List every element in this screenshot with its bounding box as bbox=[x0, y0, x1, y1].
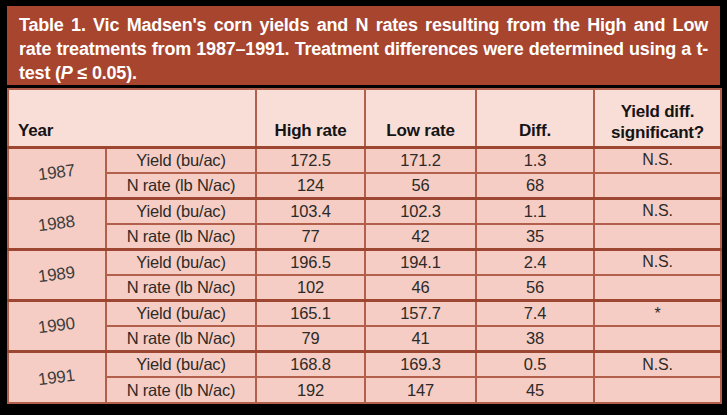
cell-high-rate: 168.8 bbox=[256, 352, 365, 378]
significant-header-line2: significant? bbox=[597, 122, 718, 143]
cell-diff: 7.4 bbox=[476, 301, 594, 327]
significant-header-line1: Yield diff. bbox=[597, 101, 718, 122]
cell-low-rate: 194.1 bbox=[365, 249, 476, 275]
cell-diff: 2.4 bbox=[476, 249, 594, 275]
cell-low-rate: 171.2 bbox=[365, 147, 476, 173]
year-cell-1989: 1989 bbox=[8, 249, 106, 300]
cell-high-rate: 79 bbox=[256, 326, 365, 352]
cell-diff: 68 bbox=[476, 173, 594, 199]
cell-low-rate: 46 bbox=[365, 275, 476, 301]
table-row-1989-yield: 1989 Yield (bu/ac) 196.5 194.1 2.4 N.S. bbox=[8, 249, 721, 275]
table-row-1991-nrate: N rate (lb N/ac) 192 147 45 bbox=[8, 377, 721, 403]
year-label: 1988 bbox=[37, 212, 76, 236]
cell-significant: * bbox=[594, 301, 721, 327]
cell-high-rate: 103.4 bbox=[256, 198, 365, 224]
cell-high-rate: 172.5 bbox=[256, 147, 365, 173]
table-row-1987-nrate: N rate (lb N/ac) 124 56 68 bbox=[8, 173, 721, 199]
table-row-1990-nrate: N rate (lb N/ac) 79 41 38 bbox=[8, 326, 721, 352]
year-cell-1988: 1988 bbox=[8, 198, 106, 249]
cell-significant: N.S. bbox=[594, 198, 721, 224]
table-row-1991-yield: 1991 Yield (bu/ac) 168.8 169.3 0.5 N.S. bbox=[8, 352, 721, 378]
header-row: Year High rate Low rate Diff. Yield diff… bbox=[8, 89, 721, 147]
cell-significant bbox=[594, 173, 721, 199]
data-table: Year High rate Low rate Diff. Yield diff… bbox=[7, 88, 722, 404]
row-label-n-rate: N rate (lb N/ac) bbox=[106, 326, 256, 352]
cell-diff: 0.5 bbox=[476, 352, 594, 378]
cell-low-rate: 56 bbox=[365, 173, 476, 199]
row-label-n-rate: N rate (lb N/ac) bbox=[106, 377, 256, 403]
cell-significant bbox=[594, 326, 721, 352]
cell-significant: N.S. bbox=[594, 147, 721, 173]
table-row-1990-yield: 1990 Yield (bu/ac) 165.1 157.7 7.4 * bbox=[8, 301, 721, 327]
table-figure-frame: Table 1. Vic Madsen's corn yields and N … bbox=[0, 0, 727, 415]
row-label-yield: Yield (bu/ac) bbox=[106, 249, 256, 275]
year-label: 1991 bbox=[37, 365, 76, 389]
cell-diff: 1.3 bbox=[476, 147, 594, 173]
row-label-yield: Yield (bu/ac) bbox=[106, 198, 256, 224]
cell-diff: 1.1 bbox=[476, 198, 594, 224]
cell-diff: 45 bbox=[476, 377, 594, 403]
cell-significant bbox=[594, 275, 721, 301]
year-cell-1987: 1987 bbox=[8, 147, 106, 198]
year-label: 1987 bbox=[37, 160, 76, 184]
cell-significant bbox=[594, 377, 721, 403]
row-label-n-rate: N rate (lb N/ac) bbox=[106, 275, 256, 301]
table-caption: Table 1. Vic Madsen's corn yields and N … bbox=[7, 6, 720, 85]
cell-significant bbox=[594, 224, 721, 250]
table-row-1989-nrate: N rate (lb N/ac) 102 46 56 bbox=[8, 275, 721, 301]
table-row-1988-yield: 1988 Yield (bu/ac) 103.4 102.3 1.1 N.S. bbox=[8, 198, 721, 224]
cell-high-rate: 124 bbox=[256, 173, 365, 199]
year-label: 1989 bbox=[37, 263, 76, 287]
cell-low-rate: 102.3 bbox=[365, 198, 476, 224]
row-label-yield: Yield (bu/ac) bbox=[106, 147, 256, 173]
cell-diff: 56 bbox=[476, 275, 594, 301]
cell-high-rate: 165.1 bbox=[256, 301, 365, 327]
column-header-high-rate: High rate bbox=[256, 89, 365, 147]
cell-high-rate: 77 bbox=[256, 224, 365, 250]
caption-p-symbol: P bbox=[61, 63, 73, 83]
table-row-1987-yield: 1987 Yield (bu/ac) 172.5 171.2 1.3 N.S. bbox=[8, 147, 721, 173]
year-cell-1991: 1991 bbox=[8, 352, 106, 403]
cell-high-rate: 192 bbox=[256, 377, 365, 403]
table-row-1988-nrate: N rate (lb N/ac) 77 42 35 bbox=[8, 224, 721, 250]
cell-low-rate: 41 bbox=[365, 326, 476, 352]
cell-low-rate: 147 bbox=[365, 377, 476, 403]
row-label-n-rate: N rate (lb N/ac) bbox=[106, 224, 256, 250]
row-label-yield: Yield (bu/ac) bbox=[106, 301, 256, 327]
row-label-n-rate: N rate (lb N/ac) bbox=[106, 173, 256, 199]
cell-significant: N.S. bbox=[594, 352, 721, 378]
caption-text-end: ≤ 0.05). bbox=[73, 63, 137, 83]
cell-low-rate: 157.7 bbox=[365, 301, 476, 327]
cell-low-rate: 169.3 bbox=[365, 352, 476, 378]
year-label: 1990 bbox=[37, 314, 76, 338]
cell-diff: 38 bbox=[476, 326, 594, 352]
cell-high-rate: 102 bbox=[256, 275, 365, 301]
cell-diff: 35 bbox=[476, 224, 594, 250]
cell-high-rate: 196.5 bbox=[256, 249, 365, 275]
column-header-low-rate: Low rate bbox=[365, 89, 476, 147]
column-header-significant: Yield diff. significant? bbox=[594, 89, 721, 147]
row-label-yield: Yield (bu/ac) bbox=[106, 352, 256, 378]
column-header-year: Year bbox=[8, 89, 256, 147]
cell-low-rate: 42 bbox=[365, 224, 476, 250]
cell-significant: N.S. bbox=[594, 249, 721, 275]
column-header-diff: Diff. bbox=[476, 89, 594, 147]
year-cell-1990: 1990 bbox=[8, 301, 106, 352]
